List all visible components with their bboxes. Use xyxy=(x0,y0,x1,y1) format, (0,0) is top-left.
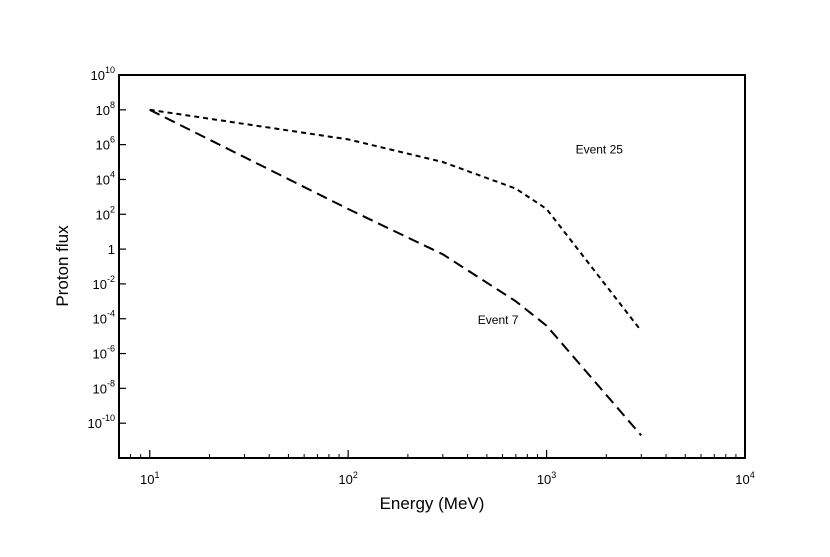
y-tick-label: 10-2 xyxy=(93,274,115,292)
series-annotation: Event 25 xyxy=(576,143,624,157)
series-line-2 xyxy=(149,108,642,437)
y-tick-label: 10-8 xyxy=(93,378,115,396)
annotations: Event 25 Event 7 xyxy=(478,143,623,327)
x-axis-title: Energy (MeV) xyxy=(380,494,485,513)
series-layer xyxy=(149,108,642,437)
y-tick-label: 108 xyxy=(96,100,115,118)
plot-frame xyxy=(118,74,746,459)
y-tick-label: 106 xyxy=(96,135,115,153)
y-tick-label: 10-10 xyxy=(88,413,115,431)
series-line-1 xyxy=(149,108,642,332)
x-tick-label: 103 xyxy=(537,470,556,487)
x-tick-label: 101 xyxy=(140,470,159,487)
y-tick-label: 102 xyxy=(96,204,115,222)
y-tick-label: 104 xyxy=(96,169,115,187)
x-axis-ticks: 101 102 103 104 xyxy=(118,450,755,487)
series-annotation: Event 7 xyxy=(478,313,519,327)
y-tick-label: 1 xyxy=(108,242,115,257)
y-tick-label: 10-4 xyxy=(93,309,115,327)
y-tick-label: 1010 xyxy=(91,65,115,83)
x-tick-label: 102 xyxy=(338,470,357,487)
x-tick-label: 104 xyxy=(735,470,754,487)
y-axis-title: Proton flux xyxy=(53,225,72,307)
y-tick-label: 10-6 xyxy=(93,344,115,362)
y-axis-ticks: 1010 108 106 104 102 1 10-2 10-4 10-6 10-8 10-10 xyxy=(88,65,126,431)
